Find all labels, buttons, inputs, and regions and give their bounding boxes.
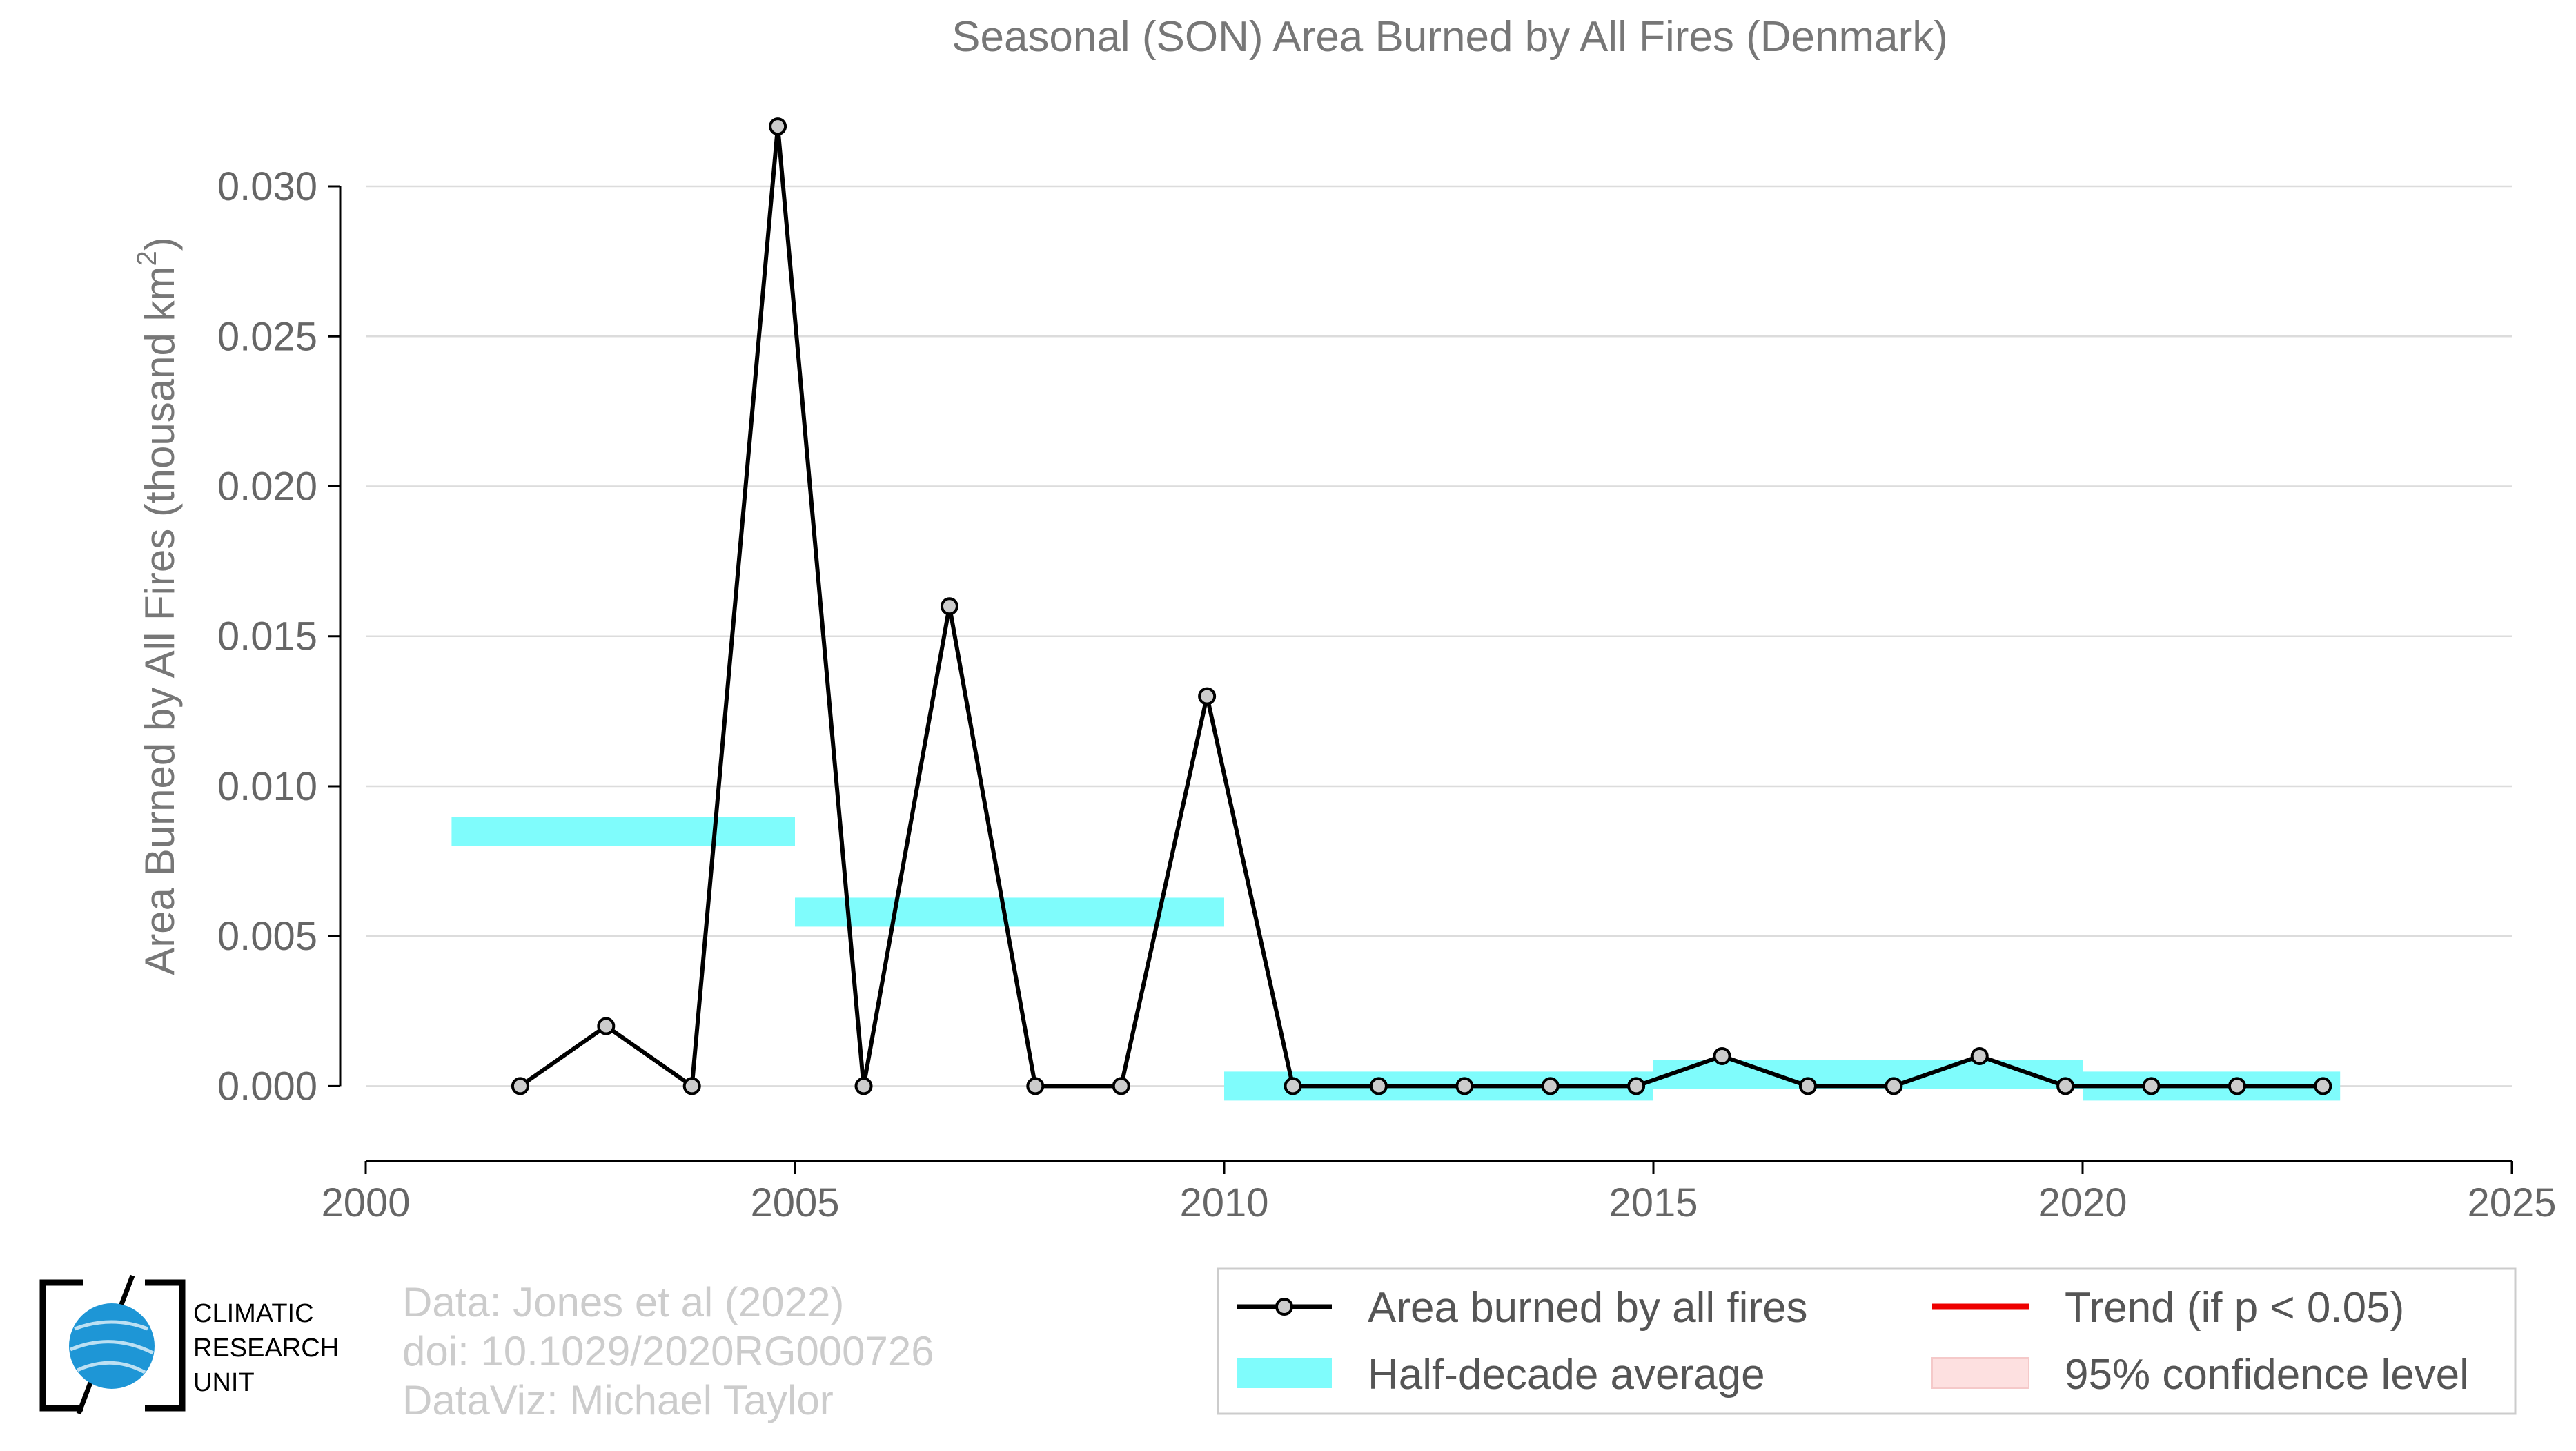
data-point-18 [2056,1077,2075,1095]
legend: Area burned by all fires Trend (if p < 0… [1217,1267,2517,1415]
globe-swirl-1 [74,1320,148,1331]
data-point-6 [1026,1077,1045,1095]
x-tick-label-3: 2015 [1609,1180,1698,1225]
data-point-17 [1970,1046,1989,1065]
data-point-19 [2142,1077,2161,1095]
legend-label-trend: Trend (if p < 0.05) [2065,1284,2404,1332]
logo-left-bracket [39,1279,83,1412]
half-decade-band-0 [451,817,795,846]
axes: 2000 2005 2010 2015 2020 2025 0.000 0.005 0.010 0… [217,164,2557,1225]
legend-frame [1217,1267,2517,1415]
data-point-21 [2314,1077,2332,1095]
globe-swirl-3 [76,1361,146,1374]
data-point-12 [1541,1077,1560,1095]
legend-swatch-confidence [1931,1357,2029,1389]
data-point-8 [1198,687,1217,705]
cru-logo: CLIMATIC RESEARCH UNIT [39,1274,339,1415]
y-tick-label-2: 0.010 [217,764,317,809]
y-tick-label-0: 0.000 [217,1064,317,1109]
data-point-9 [1284,1077,1302,1095]
y-tick-label-3: 0.015 [217,614,317,659]
series-area-burned [519,126,2323,1090]
half-decade-band-1 [795,897,1224,927]
logo-bottom-slash [76,1376,95,1415]
data-point-3 [769,117,787,136]
y-axis-title-main: Area Burned by All Fires (thousand km [137,266,183,975]
legend-item-confidence: 95% confidence level [1931,1351,2469,1399]
legend-label-area-burned: Area burned by all fires [1368,1284,1808,1332]
series-line-area-burned [519,126,2323,1090]
y-tick-label-6: 0.030 [217,164,317,209]
data-point-20 [2228,1077,2246,1095]
data-point-11 [1455,1077,1474,1095]
grid [366,185,2512,1087]
logo-right-bracket [145,1279,186,1412]
credit-dataviz: DataViz: Michael Taylor [402,1377,834,1423]
chart-title: Seasonal (SON) Area Burned by All Fires … [952,13,1948,61]
data-point-4 [854,1077,873,1095]
data-point-13 [1627,1077,1646,1095]
half-decade-average-bands [451,817,2341,1101]
y-tick-label-1: 0.005 [217,914,317,959]
x-tick-label-5: 2025 [2467,1180,2556,1225]
data-point-14 [1713,1046,1731,1065]
legend-item-trend: Trend (if p < 0.05) [1932,1284,2404,1332]
data-point-1 [597,1017,616,1035]
credit-data-source: Data: Jones et al (2022) [402,1279,844,1325]
y-tick-label-4: 0.020 [217,465,317,509]
legend-item-half-decade: Half-decade average [1237,1351,1765,1399]
data-point-15 [1798,1077,1817,1095]
x-tick-label-2: 2010 [1179,1180,1268,1225]
globe-swirl-2 [70,1340,155,1355]
data-point-10 [1369,1077,1388,1095]
series-area-burned-points [511,117,2332,1095]
y-axis-title-superscript: 2 [132,251,162,266]
data-point-7 [1112,1077,1130,1095]
legend-swatch-half-decade [1237,1358,1332,1388]
y-axis-title-suffix: ) [137,237,183,251]
y-tick-label-5: 0.025 [217,314,317,359]
data-point-5 [940,597,958,616]
logo-text-climatic: CLIMATIC [193,1299,314,1328]
x-tick-label-0: 2000 [321,1180,410,1225]
data-point-16 [1885,1077,1903,1095]
legend-label-confidence: 95% confidence level [2065,1351,2469,1399]
x-tick-label-1: 2005 [750,1180,839,1225]
data-point-0 [511,1077,529,1095]
legend-item-area-burned: Area burned by all fires [1237,1284,1808,1332]
x-tick-label-4: 2020 [2038,1180,2127,1225]
y-axis-title: Area Burned by All Fires (thousand km2) [132,237,183,975]
legend-swatch-marker [1275,1298,1293,1316]
logo-text-unit: UNIT [193,1368,255,1397]
data-point-2 [682,1077,701,1095]
credit-doi: doi: 10.1029/2020RG000726 [402,1328,934,1374]
logo-text-research: RESEARCH [193,1334,339,1363]
legend-label-half-decade: Half-decade average [1368,1351,1765,1399]
